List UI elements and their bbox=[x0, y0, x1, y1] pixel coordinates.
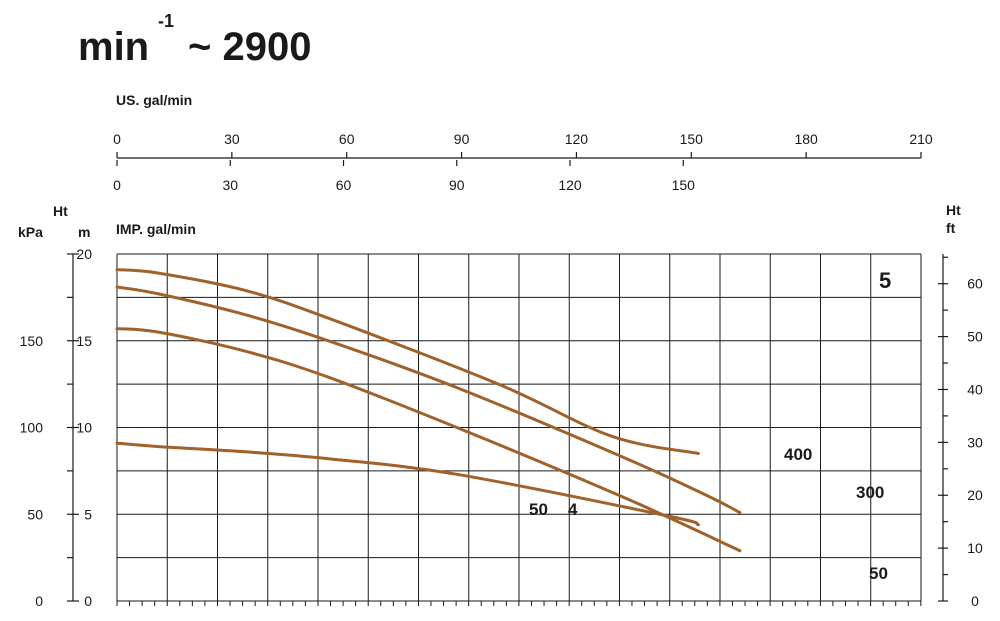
head-ft-tick-label: 0 bbox=[971, 593, 979, 609]
us-gal-tick-label: 210 bbox=[909, 131, 933, 147]
us-gal-tick-label: 180 bbox=[794, 131, 818, 147]
curve-labels: 400 300 50 50 4 bbox=[529, 445, 888, 583]
title-speed: ~ 2900 bbox=[188, 25, 311, 69]
pressure-kpa-unit: kPa bbox=[18, 224, 43, 240]
head-ft-unit: ft bbox=[946, 220, 956, 236]
performance-curve-400 bbox=[115, 268, 700, 455]
title-main: min bbox=[78, 25, 149, 69]
head-m-tick-label: 5 bbox=[84, 506, 92, 522]
pressure-kpa-tick-label: 0 bbox=[35, 593, 43, 609]
head-m-tick-label: 10 bbox=[76, 420, 92, 436]
head-m-tick-label: 20 bbox=[76, 246, 92, 262]
head-m-tick-label: 15 bbox=[76, 333, 92, 349]
imp-gal-axis-title: IMP. gal/min bbox=[116, 221, 196, 237]
us-gal-tick-label: 90 bbox=[454, 131, 470, 147]
performance-curve-300 bbox=[115, 285, 742, 514]
pressure-kpa-tick-label: 150 bbox=[20, 333, 44, 349]
us-gal-axis-title: US. gal/min bbox=[116, 92, 192, 108]
head-ft-tick-label: 20 bbox=[967, 487, 983, 503]
pressure-kpa-tick-label: 100 bbox=[20, 420, 44, 436]
performance-curve-50 bbox=[115, 327, 742, 553]
performance-curve-4 bbox=[115, 441, 700, 527]
head-ft-tick-label: 60 bbox=[967, 276, 983, 292]
head-ft-tick-label: 10 bbox=[967, 540, 983, 556]
head-ft-tick-label: 30 bbox=[967, 434, 983, 450]
us-gal-tick-label: 60 bbox=[339, 131, 355, 147]
head-ft-tick-label: 50 bbox=[967, 329, 983, 345]
us-gal-tick-label: 0 bbox=[113, 131, 121, 147]
curve-label-400: 400 bbox=[784, 445, 812, 464]
head-ft-tick-label: 40 bbox=[967, 381, 983, 397]
head-m-tick-label: 0 bbox=[84, 593, 92, 609]
head-m-axis-title: Ht bbox=[53, 203, 68, 219]
imp-gal-tick-label: 30 bbox=[222, 177, 238, 193]
curve-label-50: 50 bbox=[869, 564, 888, 583]
performance-curves bbox=[115, 268, 742, 553]
head-ft-axis-title: Ht bbox=[946, 202, 961, 218]
imp-gal-tick-label: 150 bbox=[672, 177, 696, 193]
head-m-unit: m bbox=[78, 224, 90, 240]
axes: 0 30 60 90 120 150 180 210 0 30 60 90 120 150 0 5 10 15 20… bbox=[20, 131, 983, 609]
imp-gal-tick-label: 0 bbox=[113, 177, 121, 193]
us-gal-tick-label: 120 bbox=[565, 131, 589, 147]
imp-gal-tick-label: 120 bbox=[558, 177, 582, 193]
title-superscript: -1 bbox=[158, 11, 174, 31]
curve-label-300: 300 bbox=[856, 483, 884, 502]
pressure-kpa-tick-label: 50 bbox=[27, 506, 43, 522]
imp-gal-tick-label: 60 bbox=[336, 177, 352, 193]
imp-gal-tick-label: 90 bbox=[449, 177, 465, 193]
us-gal-tick-label: 150 bbox=[680, 131, 704, 147]
us-gal-tick-label: 30 bbox=[224, 131, 240, 147]
panel-number: 5 bbox=[879, 268, 891, 293]
curve-label-4: 4 bbox=[568, 500, 578, 519]
curve-label-4: 50 bbox=[529, 500, 548, 519]
grid bbox=[116, 253, 922, 606]
